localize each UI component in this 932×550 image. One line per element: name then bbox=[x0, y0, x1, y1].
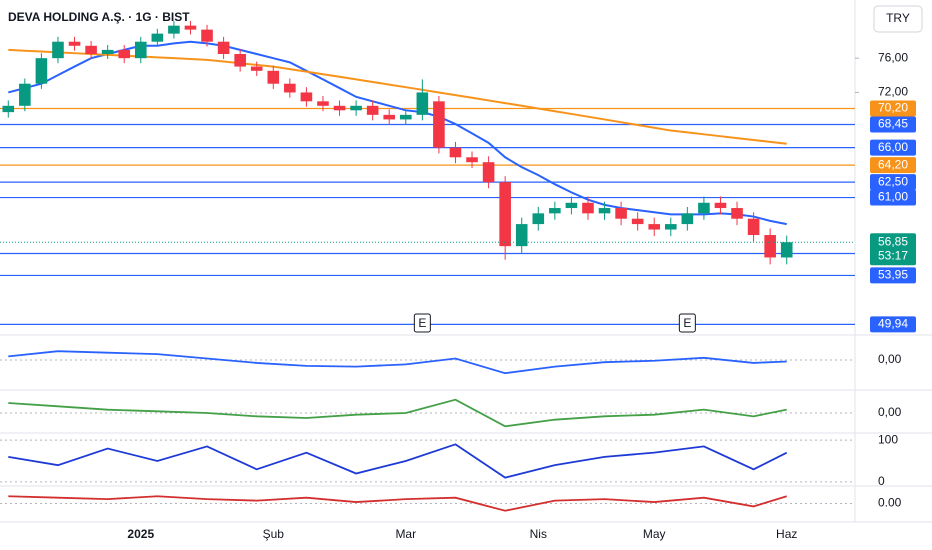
level-label-box bbox=[870, 174, 916, 191]
candle-body bbox=[416, 92, 429, 115]
currency-label[interactable]: TRY bbox=[886, 11, 910, 25]
candle-body bbox=[515, 224, 528, 247]
pane-tick-label: 100 bbox=[878, 432, 898, 446]
candle-body bbox=[681, 213, 694, 225]
oscillator-line bbox=[8, 495, 787, 512]
x-tick-label: Şub bbox=[263, 527, 285, 541]
level-label-box bbox=[870, 267, 916, 284]
x-tick-label: Haz bbox=[776, 527, 797, 541]
candle-body bbox=[317, 101, 329, 106]
oscillator-line bbox=[8, 350, 787, 375]
level-label: 66,00 bbox=[878, 140, 908, 154]
candle-body bbox=[101, 49, 114, 55]
candle-body bbox=[250, 66, 263, 71]
candle-body bbox=[168, 25, 180, 34]
candle-body bbox=[582, 202, 594, 214]
level-label: 70,20 bbox=[878, 101, 908, 115]
candle-body bbox=[201, 29, 213, 42]
chart-title: DEVA HOLDING A.Ş. · 1G · BIST bbox=[8, 10, 190, 24]
level-label-box bbox=[870, 100, 916, 117]
candle-body bbox=[664, 224, 677, 230]
candle-body bbox=[698, 202, 710, 214]
oscillator-line bbox=[8, 398, 787, 428]
candle-body bbox=[499, 182, 511, 247]
pane-tick-label: 0,00 bbox=[878, 405, 902, 419]
y-tick-label: 76,00 bbox=[878, 50, 908, 64]
x-tick-label: 2025 bbox=[127, 527, 154, 541]
candle-body bbox=[2, 105, 15, 113]
level-label: 62,50 bbox=[878, 174, 908, 188]
y-tick-label: 72,00 bbox=[878, 85, 908, 99]
candle-body bbox=[648, 224, 661, 230]
candle-body bbox=[52, 41, 64, 59]
x-tick-label: Mar bbox=[395, 527, 416, 541]
candle-body bbox=[631, 218, 644, 225]
event-label: E bbox=[418, 316, 426, 330]
candle-body bbox=[234, 54, 246, 67]
x-tick-label: Nis bbox=[530, 527, 547, 541]
candle-body bbox=[85, 45, 97, 55]
candle-body bbox=[780, 242, 793, 258]
currency-button[interactable] bbox=[873, 5, 923, 33]
oscillator-line bbox=[8, 443, 788, 479]
candle-body bbox=[151, 33, 164, 42]
candle-body bbox=[350, 105, 362, 111]
level-label: 64,20 bbox=[878, 157, 908, 171]
candle-body bbox=[549, 208, 561, 214]
candle-body bbox=[747, 218, 760, 236]
last-price-label: 56,85 bbox=[878, 234, 908, 248]
level-label-box bbox=[870, 316, 916, 333]
level-label-box bbox=[870, 157, 916, 174]
candle-body bbox=[267, 70, 280, 84]
level-label: 61,00 bbox=[878, 190, 908, 204]
candle-body bbox=[399, 114, 412, 120]
candle-body bbox=[449, 147, 462, 158]
candle-body bbox=[615, 208, 627, 219]
candle-body bbox=[284, 83, 296, 93]
candle-body bbox=[482, 162, 495, 183]
candle-body bbox=[714, 202, 727, 209]
candle-body bbox=[134, 41, 147, 59]
candle-body bbox=[35, 58, 48, 84]
candle-body bbox=[466, 157, 478, 163]
candle-body bbox=[598, 208, 611, 214]
candle-body bbox=[19, 83, 31, 106]
countdown-label: 53:17 bbox=[878, 248, 908, 262]
candle-body bbox=[333, 105, 346, 111]
pane-tick-label: 0.00 bbox=[878, 496, 902, 510]
candle-body bbox=[383, 114, 396, 120]
pane-tick-label: 0 bbox=[878, 474, 885, 488]
candle-body bbox=[433, 101, 445, 148]
candle-body bbox=[731, 208, 743, 219]
candle-body bbox=[565, 202, 578, 209]
level-label: 68,45 bbox=[878, 117, 908, 131]
level-label-box bbox=[870, 189, 916, 206]
x-tick-label: May bbox=[643, 527, 666, 541]
last-price-box bbox=[870, 233, 916, 266]
event-marker bbox=[678, 313, 696, 333]
candle-body bbox=[217, 41, 230, 55]
pane-tick-label: 0,00 bbox=[878, 352, 902, 366]
candle-body bbox=[68, 41, 81, 46]
level-label-box bbox=[870, 139, 916, 156]
candle-body bbox=[764, 235, 776, 258]
level-label: 53,95 bbox=[878, 268, 908, 282]
candle-body bbox=[366, 105, 379, 115]
candle-body bbox=[184, 25, 197, 30]
level-label-box bbox=[870, 116, 916, 133]
candle-body bbox=[118, 49, 131, 59]
event-label: E bbox=[683, 316, 691, 330]
candle-body bbox=[532, 213, 545, 225]
event-marker bbox=[413, 313, 431, 333]
candle-body bbox=[300, 92, 313, 102]
level-label: 49,94 bbox=[878, 317, 908, 331]
